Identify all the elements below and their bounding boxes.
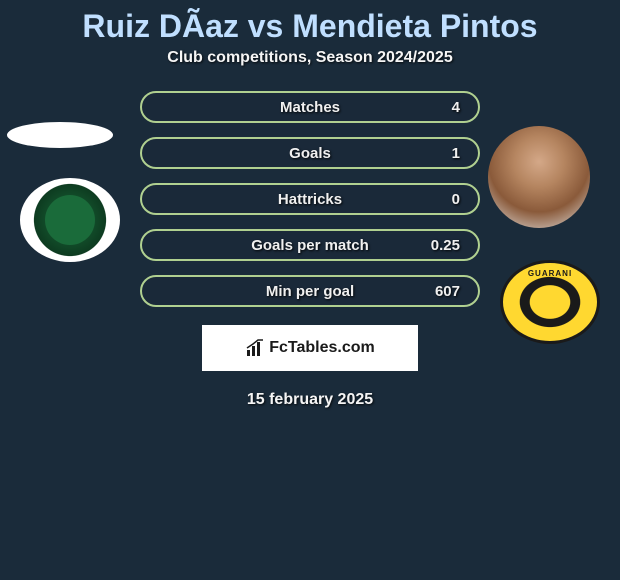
stat-label: Hattricks — [278, 191, 342, 208]
stat-row: Goals 1 — [140, 137, 480, 169]
stat-row: Goals per match 0.25 — [140, 229, 480, 261]
stat-value: 0.25 — [431, 237, 460, 254]
stat-label: Min per goal — [266, 283, 354, 300]
stat-value: 4 — [452, 99, 460, 116]
club-badge-left — [20, 178, 120, 262]
stat-value: 1 — [452, 145, 460, 162]
player-avatar-right — [488, 126, 590, 228]
stat-row: Hattricks 0 — [140, 183, 480, 215]
stat-label: Goals per match — [251, 237, 369, 254]
page-title: Ruiz DÃ­az vs Mendieta Pintos — [0, 0, 620, 49]
stat-value: 0 — [452, 191, 460, 208]
brand-box[interactable]: FcTables.com — [202, 325, 418, 371]
stat-label: Goals — [289, 145, 331, 162]
stat-row: Matches 4 — [140, 91, 480, 123]
club-badge-right: GUARANI — [500, 260, 600, 344]
stat-label: Matches — [280, 99, 340, 116]
stat-value: 607 — [435, 283, 460, 300]
chart-icon — [245, 338, 265, 358]
subtitle: Club competitions, Season 2024/2025 — [0, 49, 620, 67]
stat-row: Min per goal 607 — [140, 275, 480, 307]
club-badge-right-label: GUARANI — [503, 269, 597, 278]
date-text: 15 february 2025 — [0, 391, 620, 409]
brand-label: FcTables.com — [269, 339, 375, 357]
player-avatar-left — [7, 122, 113, 148]
